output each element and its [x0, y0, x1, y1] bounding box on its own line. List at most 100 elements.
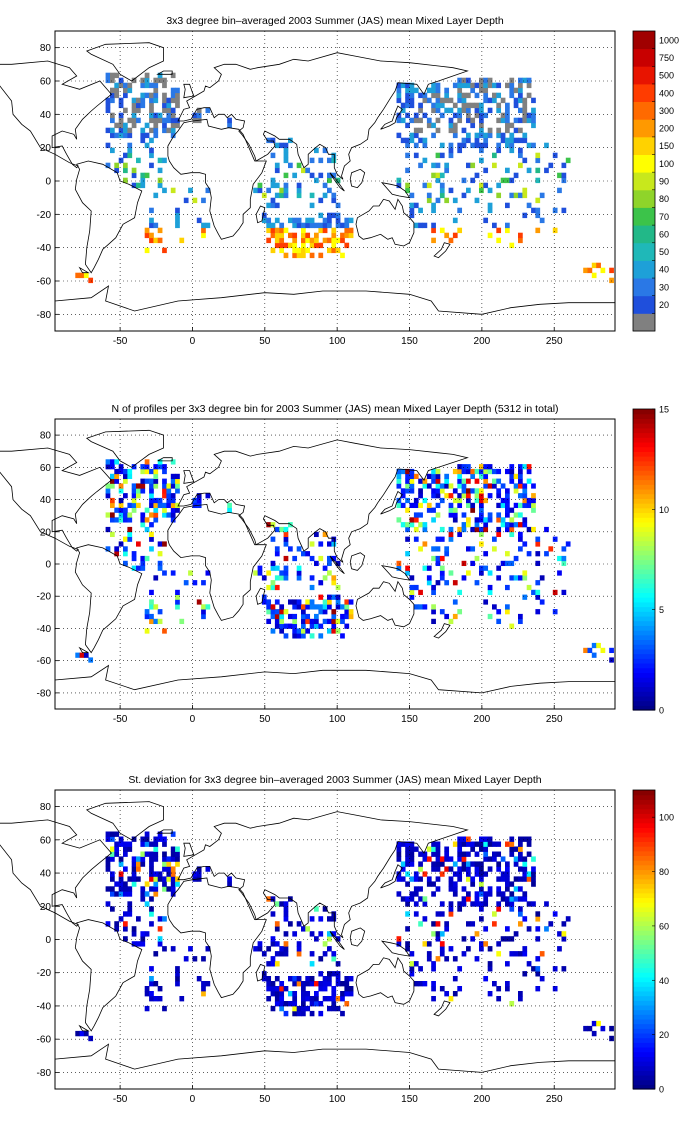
bin-cell: [418, 127, 423, 134]
bin-cell: [535, 986, 541, 992]
bin-cell: [431, 517, 436, 523]
bin-cell: [435, 172, 441, 179]
bin-cell: [136, 493, 141, 499]
y-tick-label: 60: [40, 463, 52, 474]
bin-cell: [444, 613, 450, 620]
bin-cell: [466, 117, 471, 124]
bin-cell: [535, 594, 541, 600]
colorbar-swatch: [633, 295, 655, 314]
bin-cell: [292, 555, 298, 562]
bin-cell: [461, 851, 467, 857]
bin-cell: [496, 142, 502, 149]
bin-cell: [444, 162, 450, 169]
colorbar-swatch: [633, 986, 655, 992]
bin-cell: [609, 1035, 614, 1042]
colorbar-swatch: [633, 808, 655, 814]
bin-cell: [396, 97, 402, 104]
bin-cell: [479, 512, 484, 518]
bin-cell: [396, 841, 402, 847]
bin-cell: [505, 881, 510, 887]
bin-cell: [331, 609, 337, 615]
bin-cell: [149, 613, 154, 620]
bin-cell: [166, 866, 172, 872]
bin-cell: [170, 507, 176, 513]
bin-cell: [140, 77, 146, 84]
bin-cell: [518, 841, 523, 847]
bin-cell: [123, 152, 128, 159]
bin-cell: [175, 846, 180, 852]
bin-cell: [526, 851, 532, 857]
bin-cell: [170, 72, 176, 79]
bin-cell: [609, 267, 614, 274]
bin-cell: [457, 82, 463, 89]
bin-cell: [166, 117, 172, 124]
bin-cell: [253, 946, 258, 952]
bin-cell: [492, 851, 497, 857]
bin-cell: [479, 891, 484, 897]
bin-cell: [279, 1001, 285, 1007]
bin-cell: [274, 901, 280, 907]
bin-cell: [539, 951, 545, 957]
bin-cell: [162, 92, 167, 99]
bin-cell: [344, 981, 350, 987]
bin-cell: [448, 876, 454, 882]
bin-cell: [413, 202, 419, 209]
bin-cell: [309, 951, 315, 957]
bin-cell: [322, 531, 328, 538]
bin-cell: [426, 192, 432, 199]
bin-cell: [274, 237, 280, 244]
bin-cell: [201, 604, 206, 610]
bin-cell: [305, 1005, 311, 1012]
bin-cell: [296, 976, 302, 982]
bin-cell: [483, 841, 489, 847]
bin-cell: [114, 551, 120, 557]
bin-cell: [340, 618, 345, 625]
bin-cell: [487, 82, 493, 89]
bin-cell: [418, 851, 423, 857]
bin-cell: [131, 77, 137, 84]
bin-cell: [505, 227, 510, 234]
bin-cell: [270, 560, 276, 567]
bin-cell: [75, 1030, 81, 1037]
bin-cell: [426, 117, 432, 124]
colorbar-swatch: [633, 550, 655, 556]
bin-cell: [479, 132, 484, 139]
bin-cell: [426, 956, 432, 962]
colorbar-swatch: [633, 967, 655, 973]
bin-cell: [531, 117, 536, 124]
bin-cell: [131, 182, 137, 189]
bin-cell: [483, 497, 489, 504]
bin-cell: [461, 951, 467, 957]
y-tick-label: 60: [40, 77, 52, 88]
bin-cell: [565, 157, 571, 164]
bin-cell: [131, 97, 137, 104]
coastline: [329, 930, 345, 950]
bin-cell: [331, 541, 337, 547]
bin-cell: [253, 570, 258, 576]
bin-cell: [461, 512, 467, 518]
bin-cell: [426, 87, 432, 94]
bin-cell: [431, 981, 436, 987]
bin-cell: [418, 604, 423, 610]
bin-cell: [500, 560, 506, 567]
bin-cell: [183, 956, 189, 962]
bin-cell: [170, 851, 176, 857]
bin-cell: [196, 493, 202, 499]
bin-cell: [496, 192, 502, 199]
bin-cell: [496, 147, 502, 154]
bin-cell: [557, 172, 562, 179]
bin-cell: [544, 142, 549, 149]
bin-cell: [479, 502, 484, 509]
coastline: [433, 623, 451, 639]
colorbar-swatch: [633, 648, 655, 655]
bin-cell: [318, 555, 324, 562]
bin-cell: [448, 122, 454, 129]
bin-cell: [175, 483, 180, 489]
bin-cell: [583, 267, 588, 274]
bin-cell: [474, 172, 480, 179]
bin-cell: [331, 628, 337, 634]
bin-cell: [487, 841, 493, 847]
bin-cell: [153, 122, 159, 129]
x-tick-label: 200: [474, 336, 491, 347]
bin-cell: [405, 182, 410, 189]
